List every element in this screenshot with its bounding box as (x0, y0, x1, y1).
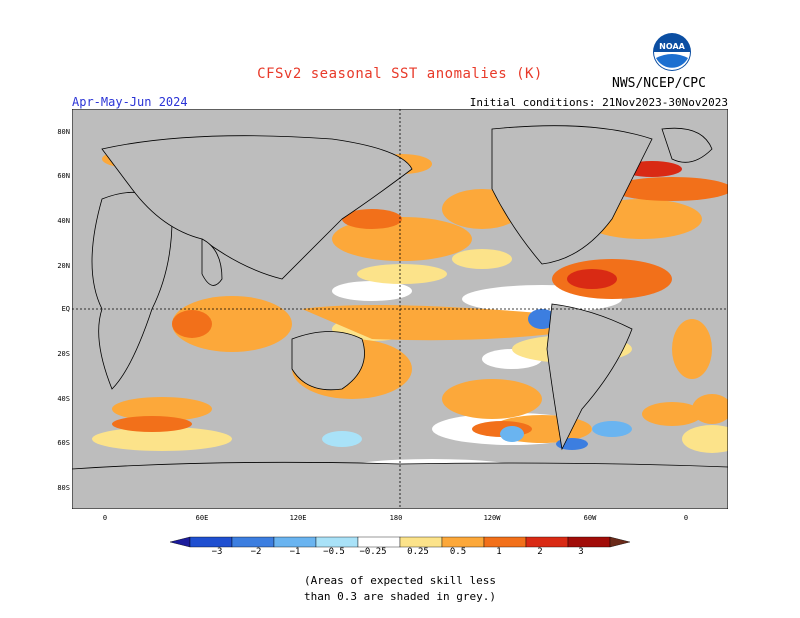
colorbar-swatch (441, 536, 485, 548)
colorbar-label: 2 (537, 547, 543, 557)
lon-label: 120W (483, 514, 501, 522)
lat-label: 40S (57, 395, 70, 403)
colorbar-swatch (567, 536, 611, 548)
colorbar-swatch (609, 536, 630, 548)
lat-label: 20S (57, 350, 70, 358)
colorbar-label: −1 (289, 547, 301, 557)
lat-label: 40N (57, 217, 70, 225)
lon-label: 0 (683, 514, 689, 522)
svg-text:NOAA: NOAA (659, 42, 685, 51)
skill-note-line1: (Areas of expected skill less (303, 574, 497, 587)
colorbar-swatch (483, 536, 527, 548)
colorbar-swatch (357, 536, 401, 548)
colorbar-label: 0.25 (407, 547, 429, 557)
colorbar-swatch (399, 536, 443, 548)
colorbar-label: 1 (496, 547, 502, 557)
colorbar-label: 3 (578, 547, 584, 557)
lat-label: 80S (57, 484, 70, 492)
lat-label: 60S (57, 439, 70, 447)
continent-outlines (72, 125, 728, 509)
lon-label: 180 (389, 514, 403, 522)
agency-label: NWS/NCEP/CPC (612, 76, 706, 91)
lon-label: 60E (195, 514, 209, 522)
noaa-logo: NOAA (653, 33, 691, 71)
initial-conditions-label: Initial conditions: 21Nov2023-30Nov2023 (469, 96, 728, 109)
lon-label: 120E (289, 514, 307, 522)
colorbar-label: −0.5 (323, 547, 345, 557)
lon-label: 0 (102, 514, 108, 522)
colorbar-label: −3 (211, 547, 223, 557)
colorbar-swatch (189, 536, 233, 548)
colorbar-swatch (231, 536, 275, 548)
colorbar-label: −2 (250, 547, 262, 557)
colorbar-label: −0.25 (359, 547, 387, 557)
colorbar-swatch (315, 536, 359, 548)
lat-label: EQ (61, 305, 70, 313)
colorbar-swatch (273, 536, 317, 548)
colorbar-label: 0.5 (449, 547, 467, 557)
sst-anomaly-map (72, 109, 728, 509)
colorbar-swatch (525, 536, 569, 548)
lon-label: 60W (583, 514, 597, 522)
skill-note-line2: than 0.3 are shaded in grey.) (303, 590, 497, 603)
season-label: Apr-May-Jun 2024 (72, 95, 188, 109)
lat-label: 20N (57, 262, 70, 270)
map-title: CFSv2 seasonal SST anomalies (K) (257, 66, 543, 82)
lat-label: 60N (57, 172, 70, 180)
colorbar-swatch (170, 536, 191, 548)
lat-label: 80N (57, 128, 70, 136)
colorbar (170, 536, 630, 548)
